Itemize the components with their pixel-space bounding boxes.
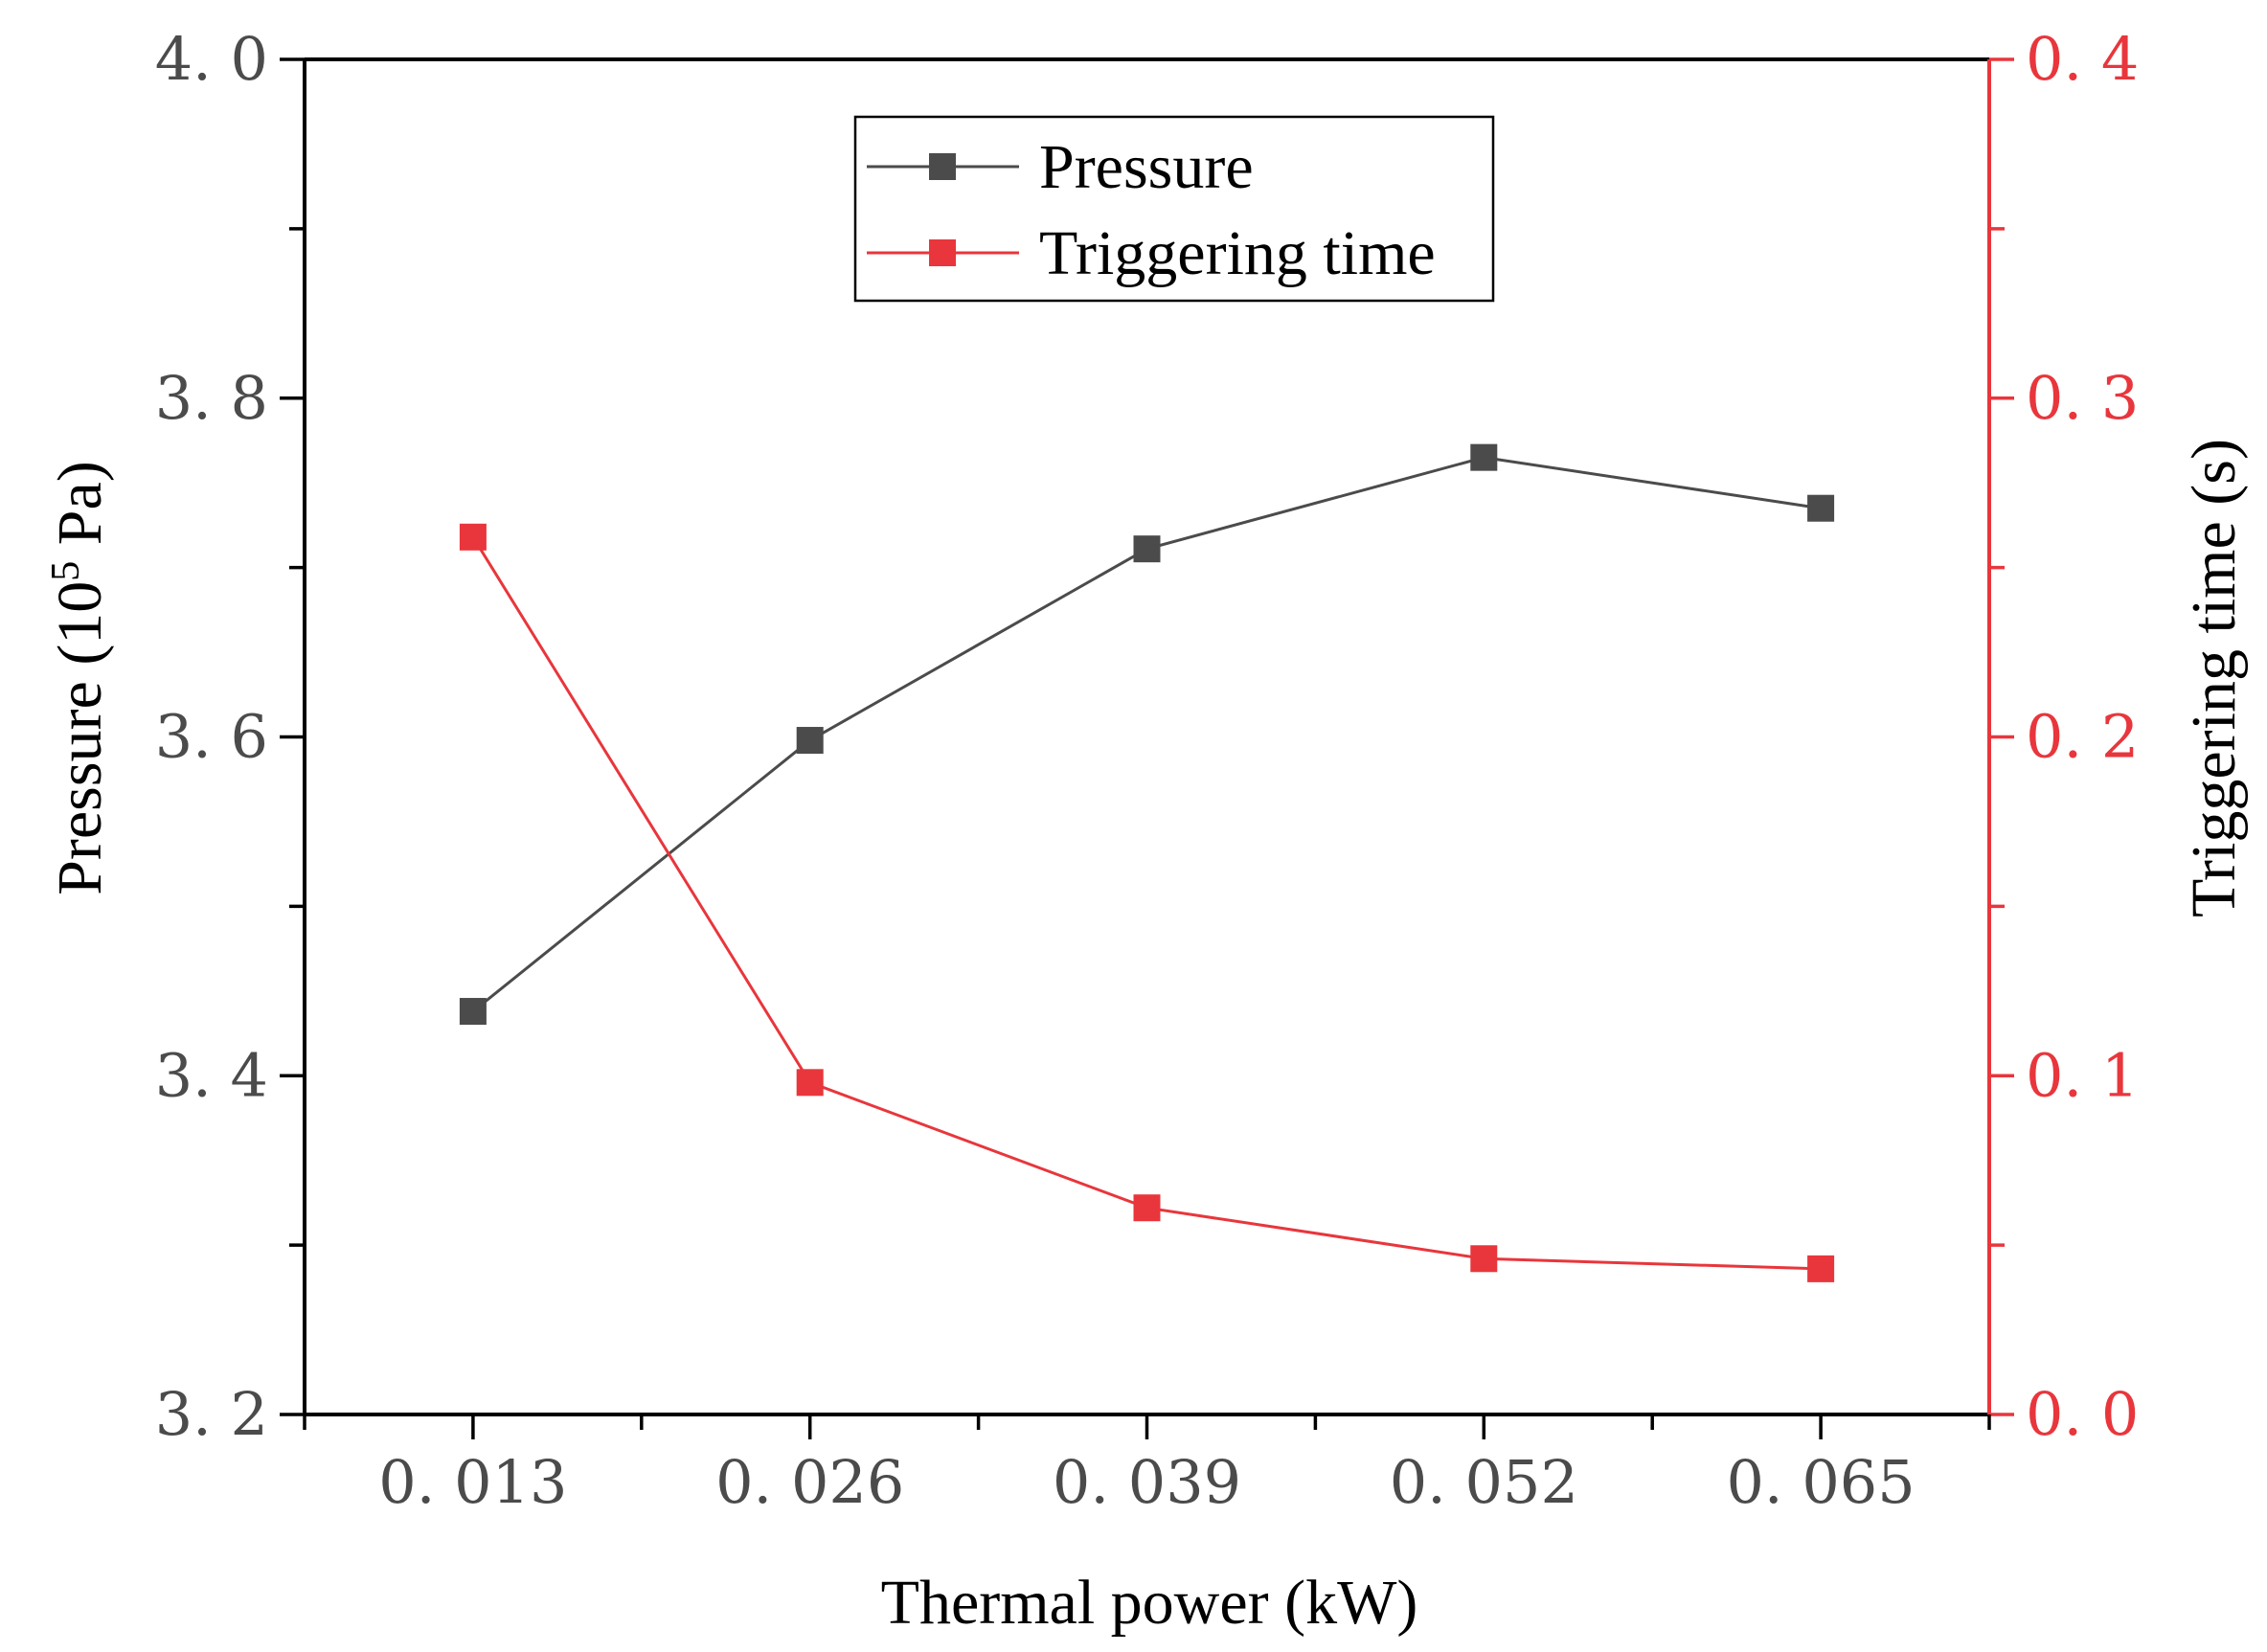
legend-pressure-marker — [929, 153, 956, 180]
axis-ticks: 3. 2 3. 4 3. 6 3. 8 4. 0 0. 0 0. 1 0. 2 0. 3 0. 4… — [155, 24, 2140, 1517]
y-axis-label-left: Pressure (105 Pa) — [44, 461, 115, 895]
triggering-time-data-point — [1133, 1194, 1161, 1222]
x-tick-label: 0. 052 — [1390, 1447, 1578, 1517]
y-left-tick-label: 4. 0 — [155, 24, 268, 94]
y-right-tick-label: 0. 4 — [2026, 24, 2139, 94]
x-tick-label: 0. 065 — [1726, 1447, 1915, 1517]
pressure-data-point — [1470, 443, 1498, 471]
x-axis-label: Thermal power (kW) — [881, 1568, 1418, 1638]
y-left-tick-label: 3. 2 — [155, 1379, 268, 1449]
legend-pressure-label: Pressure — [1039, 132, 1254, 202]
legend: Pressure Triggering time — [853, 115, 1495, 303]
legend-triggering-time-marker — [929, 239, 956, 266]
y-axis-label-right: Triggering time (s) — [2179, 439, 2249, 917]
y-right-tick-label: 0. 3 — [2026, 363, 2139, 433]
pressure-data-point — [1807, 494, 1835, 522]
plot-frame — [303, 57, 1991, 1416]
y-right-tick-label: 0. 2 — [2026, 702, 2139, 772]
pressure-data-point — [459, 998, 487, 1026]
y-right-tick-label: 0. 0 — [2026, 1379, 2139, 1449]
triggering-time-data-point — [1807, 1255, 1835, 1282]
y-left-tick-label: 3. 8 — [155, 363, 268, 433]
axis-labels: Thermal power (kW) Pressure (105 Pa) Tri… — [44, 439, 2249, 1638]
data-series — [459, 443, 1835, 1282]
pressure-data-point — [796, 727, 824, 755]
triggering-time-data-point — [459, 523, 487, 551]
y-left-tick-label: 3. 6 — [155, 702, 268, 772]
legend-triggering-time-label: Triggering time — [1039, 218, 1436, 288]
x-tick-label: 0. 013 — [378, 1447, 567, 1517]
legend-box — [853, 115, 1495, 303]
triggering-time-series-line — [471, 535, 1822, 1271]
x-tick-label: 0. 039 — [1053, 1447, 1241, 1517]
pressure-data-point — [1133, 535, 1161, 563]
y-right-tick-label: 0. 1 — [2026, 1040, 2139, 1110]
triggering-time-data-point — [796, 1069, 824, 1097]
x-tick-label: 0. 026 — [715, 1447, 904, 1517]
triggering-time-data-point — [1470, 1245, 1498, 1273]
y-left-tick-label: 3. 4 — [155, 1040, 268, 1110]
